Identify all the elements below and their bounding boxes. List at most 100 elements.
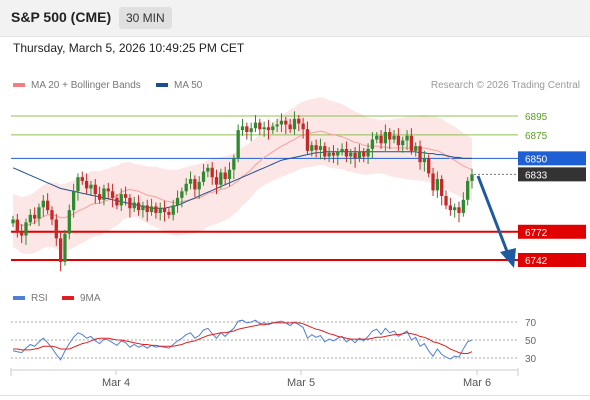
candle-bull [28, 214, 32, 223]
candle-bull [435, 179, 440, 191]
candle-bull [37, 207, 41, 219]
legend-9ma: 9MA [62, 293, 101, 304]
candle-bull [41, 200, 45, 208]
candle-bear [162, 208, 167, 212]
legend-9ma-label: 9MA [80, 293, 101, 304]
ma20-line [12, 130, 473, 226]
candle-bull [318, 146, 323, 150]
candle-bull [201, 171, 206, 182]
last-price-level-label: 6833 [525, 170, 548, 181]
candle-bull [422, 158, 427, 163]
support-level-label: 6772 [525, 228, 548, 239]
candle-bear [323, 146, 327, 157]
legend-rsi: RSI [13, 293, 48, 304]
rsi-panel: 70 50 30 [11, 318, 537, 365]
candle-bull [71, 191, 76, 211]
legend-ma50: MA 50 [156, 80, 202, 91]
candle-bull [370, 139, 375, 149]
candles [11, 111, 474, 272]
legend-rsi-label: RSI [31, 293, 48, 304]
legend-rsi-swatch [13, 296, 25, 301]
candle-bear [80, 177, 84, 181]
candle-bull [470, 174, 474, 181]
candle-bull [24, 222, 28, 236]
candle-bull [392, 135, 396, 140]
candle-bear [258, 122, 262, 130]
candle-bull [184, 183, 188, 192]
candle-bear [448, 205, 452, 211]
candle-bull [461, 199, 465, 213]
candle-bull [401, 140, 405, 146]
candle-bear [301, 123, 305, 130]
legend-ma50-label: MA 50 [174, 80, 203, 91]
candle-bear [123, 194, 128, 198]
candle-bear [379, 135, 383, 144]
candle-bear [362, 151, 366, 157]
candle-bear [427, 158, 431, 174]
candle-bull [340, 148, 344, 152]
candle-bull [11, 219, 15, 224]
bollinger-band [13, 97, 472, 254]
candle-bull [275, 124, 279, 127]
candle-bear [457, 207, 461, 213]
candle-bull [405, 135, 409, 141]
candle-bull [206, 167, 210, 172]
rsi-tick-label: 50 [525, 336, 537, 347]
candle-bull [310, 145, 314, 151]
candle-bull [249, 128, 253, 132]
candle-bear [50, 210, 54, 220]
last-price-level-badge [518, 167, 586, 182]
candle-bull [219, 172, 223, 185]
candle-bear [431, 173, 435, 191]
candle-bear [128, 197, 132, 209]
candle-bull [383, 132, 388, 144]
candle-bear [266, 127, 271, 131]
candle-bull [89, 184, 93, 189]
candle-bear [297, 118, 301, 124]
candle-bull [271, 126, 275, 131]
candle-bear [418, 146, 422, 163]
rsi-tick-label: 70 [525, 318, 537, 329]
candle-bear [110, 191, 115, 198]
pivot-level-badge [518, 151, 586, 166]
candle-bear [288, 124, 292, 130]
header-bar: S&P 500 (CME) 30 MIN [0, 0, 590, 37]
candle-bull [236, 130, 240, 159]
time-axis-label: Mar 6 [463, 377, 491, 389]
time-axis-label: Mar 4 [102, 377, 130, 389]
candle-bull [292, 118, 297, 130]
rsi-9ma-line [13, 322, 473, 354]
candle-bull [171, 205, 175, 215]
candle-bull [141, 205, 145, 211]
legend-bollinger-label: MA 20 + Bollinger Bands [31, 80, 141, 91]
target-level-label: 6875 [525, 131, 548, 142]
bottom-divider [0, 395, 590, 396]
legend-ma50-swatch [156, 83, 168, 88]
projection-arrow-shaft [476, 175, 510, 255]
candle-bear [20, 231, 24, 236]
candle-bear [353, 152, 357, 159]
rsi-tick-label: 30 [525, 354, 537, 365]
timeframe-button[interactable]: 30 MIN [119, 7, 172, 29]
rsi-line [12, 319, 473, 361]
candle-bear [344, 148, 349, 157]
candle-bull [119, 194, 123, 206]
candle-bull [149, 206, 154, 212]
instrument-symbol: S&P 500 (CME) [11, 9, 112, 25]
candle-bear [210, 167, 214, 178]
support-level-badge [518, 224, 586, 239]
candle-bull [158, 208, 162, 213]
candle-bull [414, 146, 418, 151]
candle-bull [453, 207, 457, 211]
candle-bull [67, 210, 71, 234]
candle-bear [440, 179, 444, 196]
candle-bull [232, 158, 236, 170]
candle-bear [444, 196, 448, 206]
candle-bull [357, 151, 362, 159]
time-axis-label: Mar 5 [287, 377, 315, 389]
support-level-label: 6742 [525, 256, 548, 267]
candle-bull [197, 181, 201, 190]
candle-bull [279, 120, 284, 125]
candle-bull [102, 188, 106, 200]
